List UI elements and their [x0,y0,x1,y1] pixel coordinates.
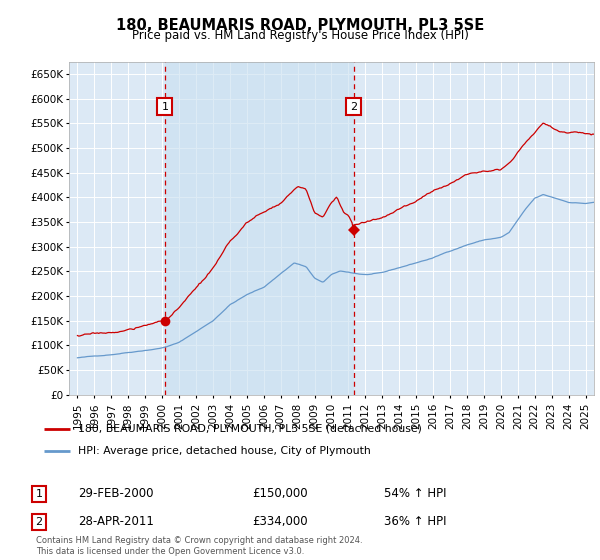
Text: 36% ↑ HPI: 36% ↑ HPI [384,515,446,529]
Text: 1: 1 [35,489,43,499]
Text: 1: 1 [161,101,169,111]
Text: 180, BEAUMARIS ROAD, PLYMOUTH, PL3 5SE (detached house): 180, BEAUMARIS ROAD, PLYMOUTH, PL3 5SE (… [78,424,422,434]
Bar [165,62,354,395]
Text: 2: 2 [350,101,358,111]
Text: 29-FEB-2000: 29-FEB-2000 [78,487,154,501]
Text: 28-APR-2011: 28-APR-2011 [78,515,154,529]
Text: £334,000: £334,000 [252,515,308,529]
Text: 2: 2 [35,517,43,527]
Text: 54% ↑ HPI: 54% ↑ HPI [384,487,446,501]
Text: HPI: Average price, detached house, City of Plymouth: HPI: Average price, detached house, City… [78,446,371,455]
Text: Contains HM Land Registry data © Crown copyright and database right 2024.
This d: Contains HM Land Registry data © Crown c… [36,536,362,556]
Text: £150,000: £150,000 [252,487,308,501]
Text: 180, BEAUMARIS ROAD, PLYMOUTH, PL3 5SE: 180, BEAUMARIS ROAD, PLYMOUTH, PL3 5SE [116,18,484,33]
Text: Price paid vs. HM Land Registry's House Price Index (HPI): Price paid vs. HM Land Registry's House … [131,29,469,42]
